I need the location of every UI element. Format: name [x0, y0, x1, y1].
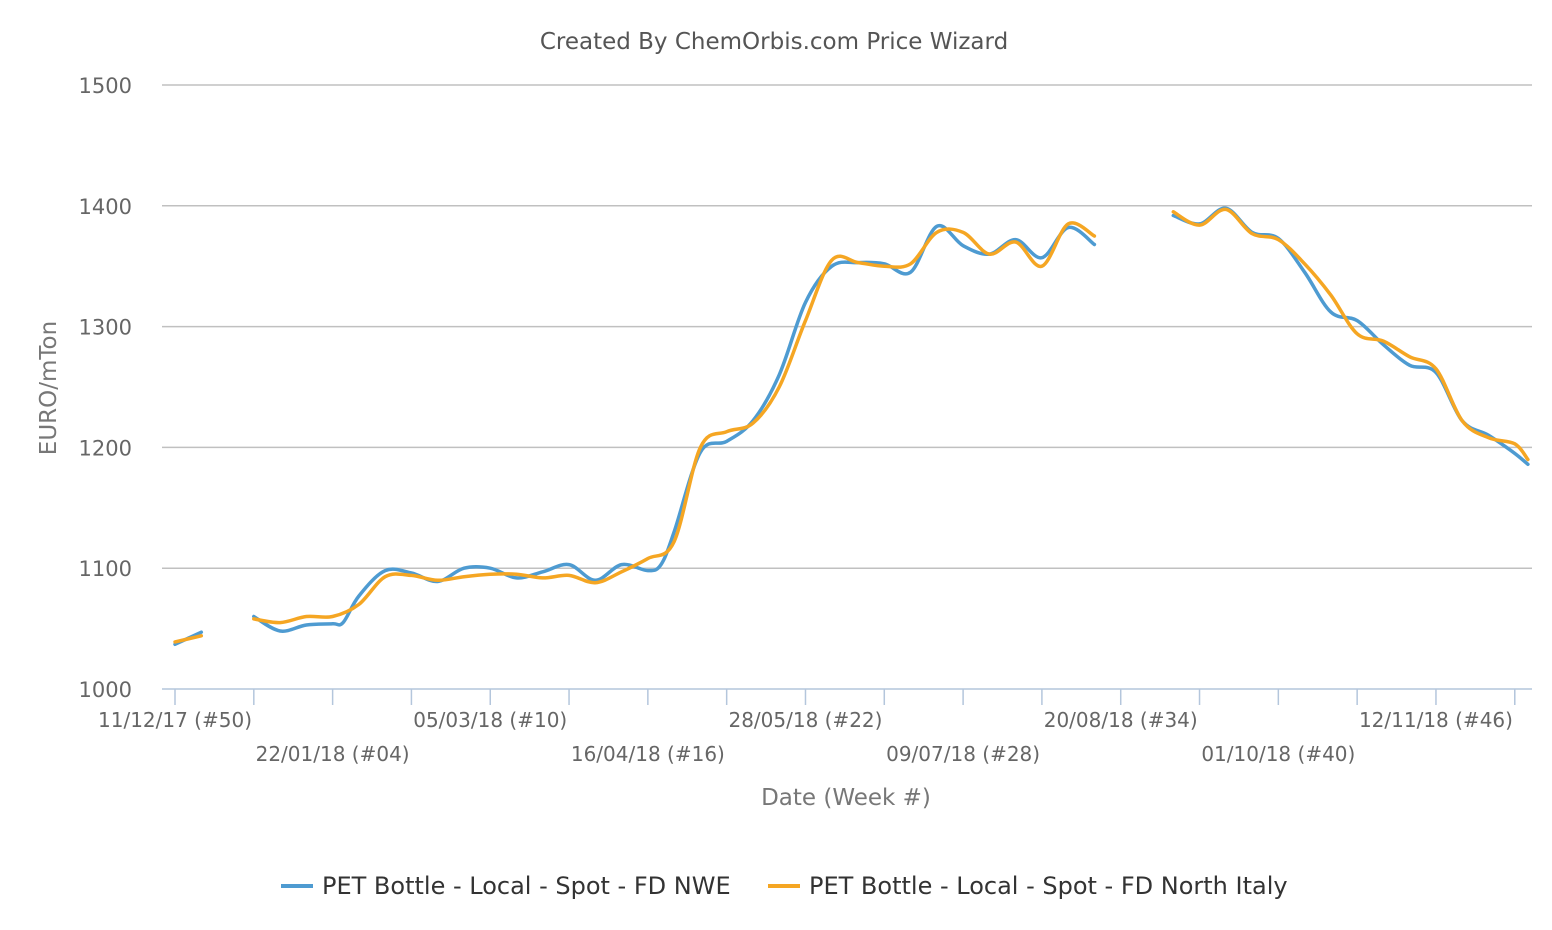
- x-axis-label: Date (Week #): [761, 785, 931, 811]
- legend-item[interactable]: PET Bottle - Local - Spot - FD NWE: [281, 872, 731, 900]
- y-tick-label: 1000: [79, 678, 132, 702]
- y-tick-label: 1500: [79, 74, 132, 98]
- x-tick-label: 05/03/18 (#10): [413, 708, 567, 732]
- x-tick-label: 22/01/18 (#04): [256, 742, 410, 766]
- series-lines: [173, 206, 1530, 647]
- series-line-segment: [173, 634, 204, 644]
- series-2: [173, 207, 1530, 644]
- x-tick-label: 12/11/18 (#46): [1359, 708, 1513, 732]
- legend[interactable]: PET Bottle - Local - Spot - FD NWE PET Bo…: [281, 872, 1288, 900]
- x-tick-label: 09/07/18 (#28): [886, 742, 1040, 766]
- y-gridlines: [162, 84, 1532, 569]
- y-tick-label: 1200: [79, 436, 132, 460]
- x-tick-label: 11/12/17 (#50): [98, 708, 252, 732]
- x-ticks: 11/12/17 (#50)22/01/18 (#04)05/03/18 (#1…: [98, 689, 1516, 766]
- y-tick-label: 1300: [79, 316, 132, 340]
- legend-label: PET Bottle - Local - Spot - FD NWE: [322, 872, 731, 900]
- y-axis-label: EURO/mTon: [36, 321, 62, 455]
- legend-label: PET Bottle - Local - Spot - FD North Ita…: [809, 872, 1288, 900]
- series-1: [173, 206, 1530, 647]
- legend-item[interactable]: PET Bottle - Local - Spot - FD North Ita…: [768, 872, 1288, 900]
- y-tick-labels: 1000 1100 1200 1300 1400 1500: [79, 74, 132, 702]
- series-line-segment: [1171, 207, 1530, 462]
- x-tick-label: 01/10/18 (#40): [1201, 742, 1355, 766]
- x-tick-label: 20/08/18 (#34): [1044, 708, 1198, 732]
- y-tick-label: 1400: [79, 195, 132, 219]
- x-tick-label: 16/04/18 (#16): [571, 742, 725, 766]
- series-line-segment: [252, 221, 1097, 625]
- series-line-segment: [252, 223, 1097, 633]
- x-tick-label: 28/05/18 (#22): [728, 708, 882, 732]
- y-tick-label: 1100: [79, 557, 132, 581]
- chart-title: Created By ChemOrbis.com Price Wizard: [540, 29, 1008, 55]
- series-line-segment: [1171, 206, 1530, 467]
